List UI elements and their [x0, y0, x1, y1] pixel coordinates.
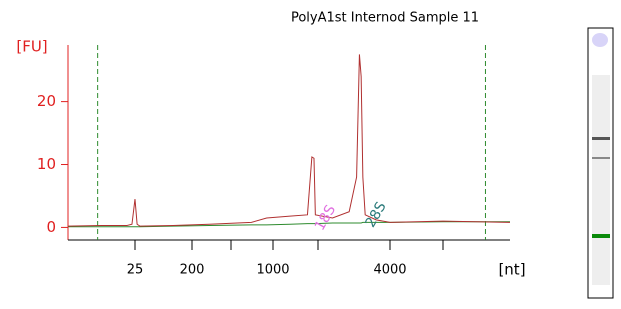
y-tick-label: 10: [37, 155, 56, 173]
y-axis-label: [FU]: [16, 38, 47, 56]
trace-line: [68, 222, 510, 227]
peak-annotation: 18S: [312, 202, 339, 233]
gel-background: [592, 75, 610, 285]
y-tick-label: 20: [37, 92, 56, 110]
chart-title: PolyA1st Internod Sample 11: [291, 11, 479, 26]
gel-marker-band: [592, 234, 610, 238]
x-tick-label: 1000: [256, 263, 289, 278]
peak-annotation: 28S: [363, 199, 390, 230]
x-tick-label: 200: [180, 263, 205, 278]
x-tick-label: 4000: [373, 263, 406, 278]
x-tick-label: 25: [127, 263, 144, 278]
gel-band: [592, 137, 610, 140]
gel-band: [592, 157, 610, 159]
y-tick-label: 0: [46, 218, 56, 236]
chart: PolyA1st Internod Sample 11 [FU] [nt] 0 1…: [0, 0, 621, 305]
x-axis-label: [nt]: [498, 261, 525, 279]
gel-well: [592, 33, 608, 47]
trace-line: [68, 54, 510, 226]
gel-lane: [588, 28, 613, 298]
